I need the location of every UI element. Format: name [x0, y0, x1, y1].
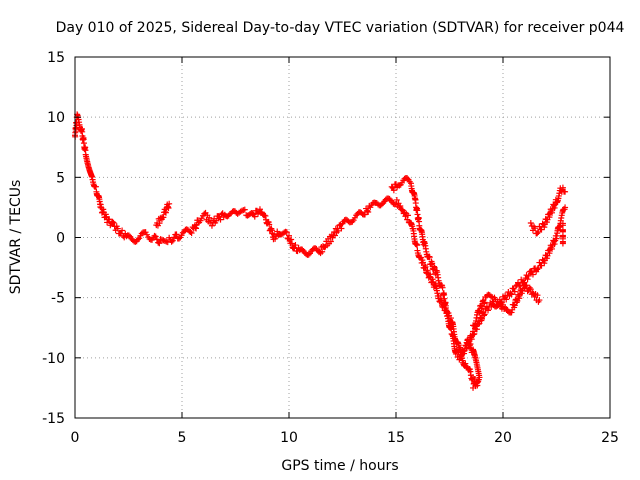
y-axis: -15 -10 -5 0 5 10 15: [42, 50, 610, 427]
y-tick-label: -5: [51, 291, 65, 307]
x-tick-label: 20: [494, 430, 512, 446]
x-tick-label: 5: [178, 430, 187, 446]
y-tick-label: -15: [42, 411, 65, 427]
y-tick-label: -10: [42, 351, 65, 367]
series-markers: [72, 111, 569, 391]
y-tick-label: 5: [56, 170, 65, 186]
y-tick-label: 10: [47, 110, 65, 126]
y-axis-label: SDTVAR / TECUs: [8, 180, 24, 295]
x-tick-label: 0: [71, 430, 80, 446]
x-axis: 0 5 10 15 20 25: [71, 57, 619, 446]
data-series: [72, 111, 569, 391]
x-tick-label: 25: [601, 430, 619, 446]
chart-title: Day 010 of 2025, Sidereal Day-to-day VTE…: [56, 20, 625, 36]
y-tick-label: 15: [47, 50, 65, 66]
y-tick-label: 0: [56, 231, 65, 247]
x-tick-label: 15: [387, 430, 405, 446]
x-axis-label: GPS time / hours: [281, 458, 398, 474]
x-tick-label: 10: [280, 430, 298, 446]
